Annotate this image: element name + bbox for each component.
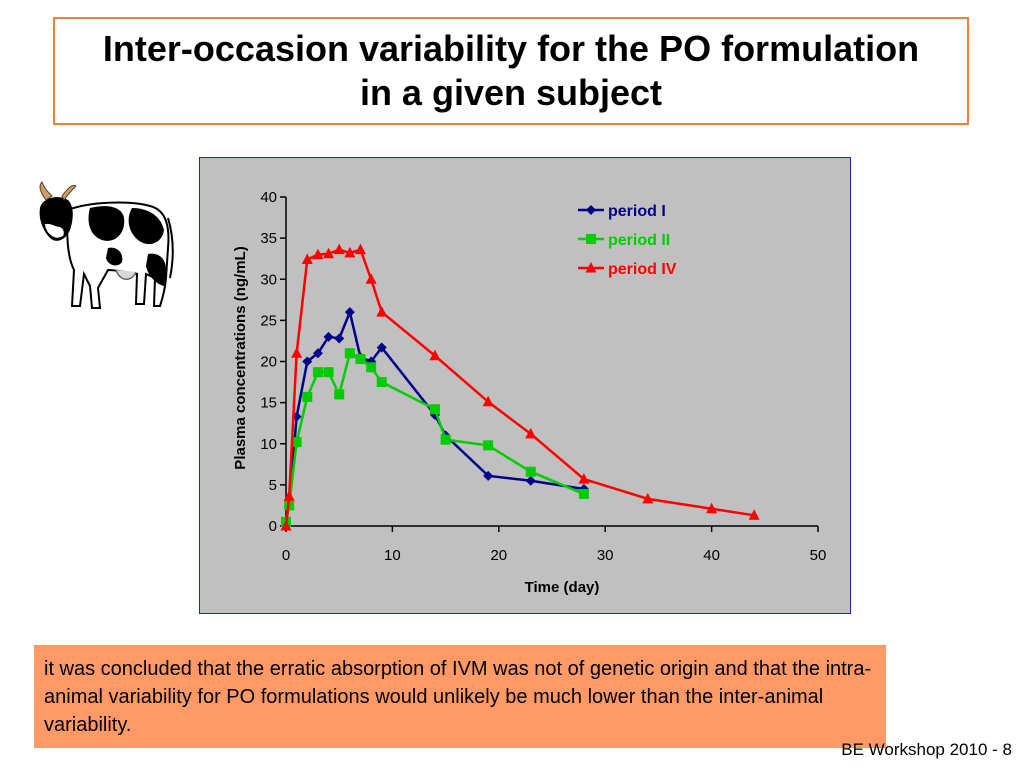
data-point xyxy=(525,466,536,477)
slide-title-line2: in a given subject xyxy=(359,72,663,113)
slide-title-line1: Inter-occasion variability for the PO fo… xyxy=(102,28,920,69)
series-period-iv xyxy=(280,243,760,531)
data-point xyxy=(376,306,388,317)
legend-label: period II xyxy=(608,232,670,249)
y-tick-label: 40 xyxy=(260,189,277,206)
data-point xyxy=(301,253,313,265)
data-point xyxy=(706,502,718,514)
data-point xyxy=(302,356,313,367)
y-tick-label: 10 xyxy=(260,436,277,453)
data-point xyxy=(312,367,323,378)
data-point xyxy=(283,490,295,501)
data-point xyxy=(525,427,537,439)
series-layer xyxy=(280,243,760,531)
data-point xyxy=(354,243,366,255)
data-point xyxy=(482,395,494,407)
x-tick-label: 20 xyxy=(490,547,507,564)
series-period-ii xyxy=(281,348,589,527)
data-point xyxy=(344,246,356,258)
x-axis-label: Time (day) xyxy=(525,579,600,596)
data-point xyxy=(334,333,345,344)
x-tick-label: 0 xyxy=(282,547,290,564)
legend: period I period II period IV xyxy=(578,203,677,278)
data-point xyxy=(429,404,440,415)
legend-entry: period IV xyxy=(578,261,677,278)
legend-entry: period I xyxy=(578,203,666,220)
data-point xyxy=(483,470,494,481)
data-point xyxy=(312,248,324,260)
data-point xyxy=(483,440,494,451)
x-tick-label: 50 xyxy=(810,547,827,564)
data-point xyxy=(344,307,355,318)
chart-axes: 0 5 10 15 20 25 30 35 40 0 10 20 30 40 50 xyxy=(260,189,826,564)
y-tick-label: 5 xyxy=(269,477,277,494)
data-point xyxy=(302,391,313,402)
data-point xyxy=(642,492,654,504)
data-point xyxy=(323,247,335,259)
y-axis-label: Plasma concentrations (ng/mL) xyxy=(232,246,249,469)
y-tick-label: 35 xyxy=(260,230,277,247)
slide-footer: BE Workshop 2010 - 8 xyxy=(841,740,1012,759)
data-point xyxy=(376,342,387,353)
data-point xyxy=(312,348,323,359)
slide-title: Inter-occasion variability for the PO fo… xyxy=(103,27,919,115)
series-line xyxy=(284,308,585,523)
legend-swatch-marker xyxy=(586,205,596,215)
legend-label: period IV xyxy=(608,261,677,278)
data-point xyxy=(525,475,536,486)
data-point xyxy=(333,243,345,255)
y-tick-label: 0 xyxy=(269,518,277,535)
legend-swatch-marker xyxy=(586,234,596,244)
x-tick-label: 30 xyxy=(597,547,614,564)
series-line xyxy=(284,351,585,523)
data-point xyxy=(355,354,366,365)
data-point xyxy=(376,377,387,388)
y-tick-label: 20 xyxy=(260,354,277,371)
data-point xyxy=(748,509,760,520)
y-tick-label: 15 xyxy=(260,395,277,412)
data-point xyxy=(578,488,589,499)
series-period-i xyxy=(281,307,589,527)
y-tick-label: 30 xyxy=(260,271,277,288)
data-point xyxy=(429,349,441,361)
data-point xyxy=(323,331,334,342)
legend-entry: period II xyxy=(578,232,670,249)
series-line xyxy=(284,248,755,527)
data-point xyxy=(578,473,590,484)
data-point xyxy=(280,520,292,531)
data-point xyxy=(291,437,302,448)
x-tick-label: 10 xyxy=(384,547,401,564)
x-tick-label: 40 xyxy=(703,547,720,564)
data-point xyxy=(291,347,303,358)
data-point xyxy=(365,273,377,284)
conclusion-note: it was concluded that the erratic absorp… xyxy=(34,645,886,748)
data-point xyxy=(334,389,345,400)
y-tick-label: 25 xyxy=(260,312,277,329)
legend-label: period I xyxy=(608,203,666,220)
cow-icon xyxy=(39,181,174,309)
data-point xyxy=(366,362,377,373)
data-point xyxy=(323,367,334,378)
data-point xyxy=(440,434,451,445)
title-box: Inter-occasion variability for the PO fo… xyxy=(53,17,969,125)
legend-swatch-marker xyxy=(585,262,597,273)
data-point xyxy=(344,348,355,359)
